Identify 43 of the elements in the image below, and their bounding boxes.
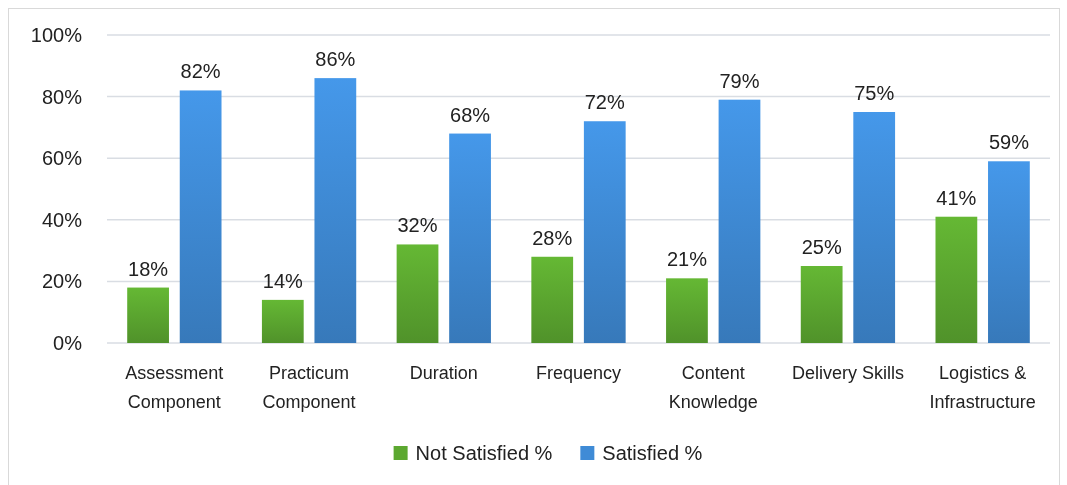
x-tick-label: Duration <box>409 363 478 383</box>
data-label: 68% <box>450 103 491 126</box>
data-label: 72% <box>584 91 625 114</box>
data-label: 59% <box>988 131 1030 154</box>
data-label: 41% <box>936 186 977 209</box>
data-label: 79% <box>719 69 760 92</box>
bar <box>583 121 626 343</box>
x-tick-label: Content Knowledge <box>668 363 758 412</box>
data-label: 75% <box>854 82 895 104</box>
bar <box>449 133 491 343</box>
bar <box>127 287 169 343</box>
y-tick-label: 20% <box>41 270 83 293</box>
data-label: 28% <box>532 226 573 249</box>
x-tick-label: Assessment Component <box>125 363 224 412</box>
data-label: 18% <box>128 257 169 280</box>
y-tick-label: 0% <box>53 332 83 354</box>
bar <box>396 244 439 343</box>
bar <box>314 78 357 343</box>
legend-label: Not Satisfied % <box>415 442 553 464</box>
data-label: 25% <box>801 236 842 258</box>
x-tick-label: Practicum Component <box>262 363 356 412</box>
data-label: 14% <box>262 269 304 292</box>
bar <box>988 161 1030 343</box>
x-tick-label: Delivery Skills <box>791 363 904 383</box>
bar <box>935 216 978 343</box>
bar <box>718 99 761 343</box>
legend-label: Satisfied % <box>602 442 703 464</box>
data-label: 82% <box>180 60 221 83</box>
y-tick-label: 40% <box>41 208 83 231</box>
y-tick-label: 100% <box>30 24 83 46</box>
bar <box>179 90 222 343</box>
bar <box>853 112 896 343</box>
data-label: 21% <box>666 248 708 271</box>
bar <box>531 256 574 343</box>
bar <box>261 299 304 343</box>
data-label: 86% <box>315 48 356 71</box>
y-tick-label: 80% <box>41 85 83 108</box>
data-label: 32% <box>397 214 438 237</box>
bar <box>666 278 708 343</box>
y-tick-label: 60% <box>41 147 83 170</box>
x-tick-label: Logistics & Infrastructure <box>929 363 1036 412</box>
bar <box>800 266 843 343</box>
x-tick-label: Frequency <box>535 363 622 383</box>
